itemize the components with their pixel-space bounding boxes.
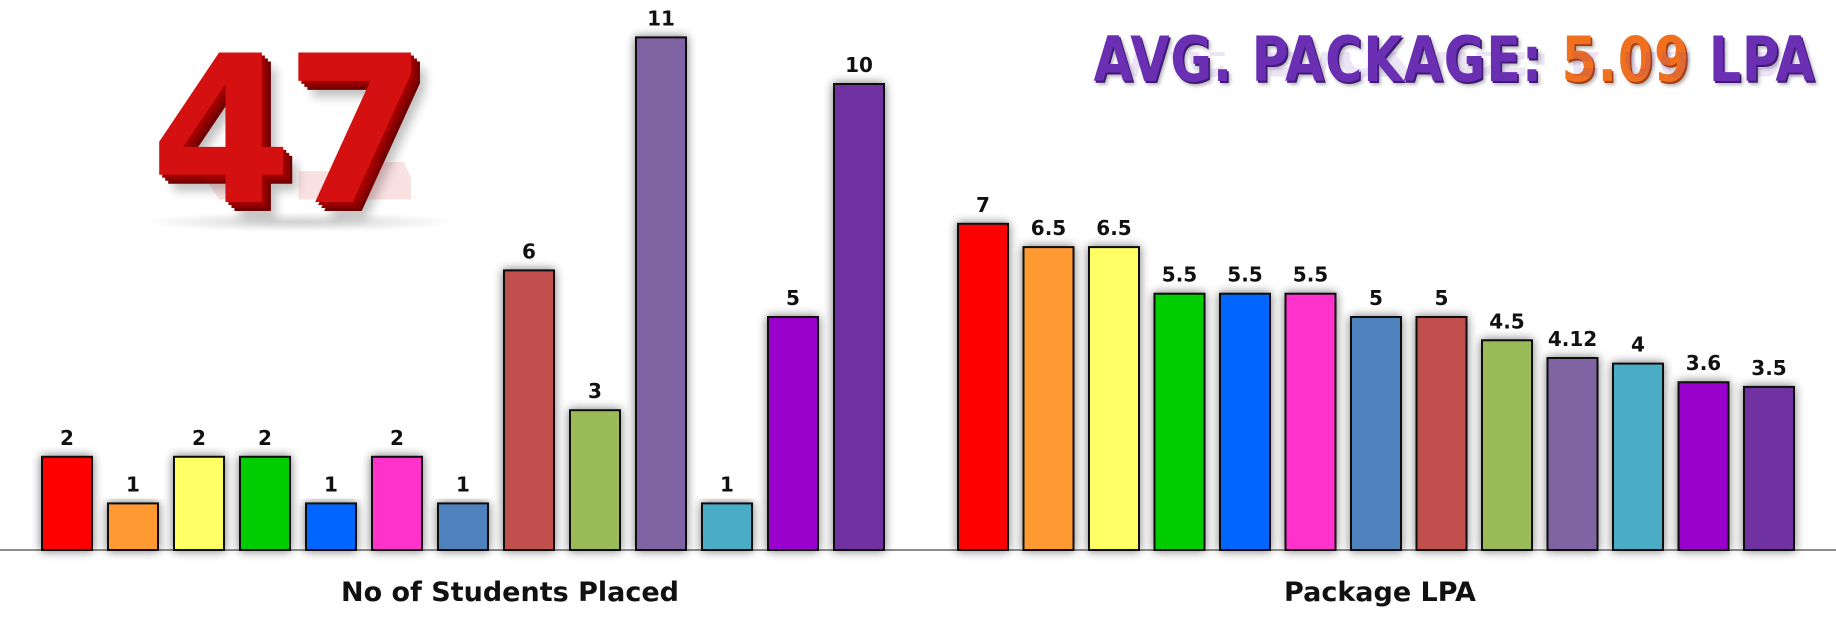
avg-reflection-unit: LPA [1711, 52, 1816, 89]
avg-package-unit: LPA [1709, 23, 1816, 96]
package-lpa-bar [1743, 385, 1795, 551]
avg-package-title: AVG. PACKAGE: 5.09 LPA [1094, 20, 1816, 100]
avg-reflection-value: 5.09 [1568, 52, 1694, 89]
package-lpa-bar [957, 222, 1009, 552]
package-lpa-bar [1284, 292, 1337, 551]
students-placed-bar [239, 455, 291, 551]
total-number-floor-shadow [140, 212, 460, 232]
package-lpa-bar [1612, 362, 1664, 551]
students-placed-bar [437, 502, 489, 551]
students-placed-bar [701, 502, 753, 551]
package-lpa-data-label: 6.5 [1031, 216, 1066, 240]
students-placed-data-label: 6 [522, 239, 536, 263]
package-lpa-bar [1219, 292, 1271, 551]
students-placed-data-label: 1 [126, 472, 140, 496]
package-lpa-data-label: 4.12 [1548, 327, 1597, 351]
package-lpa-data-label: 4.5 [1489, 309, 1524, 333]
package-lpa-bar [1546, 357, 1599, 551]
package-lpa-bar [1350, 316, 1402, 551]
package-lpa-data-label: 5 [1369, 286, 1383, 310]
students-placed-data-label: 1 [456, 472, 470, 496]
students-placed-bar [503, 269, 555, 551]
students-placed-data-label: 11 [647, 6, 675, 30]
students-placed-bar [569, 409, 621, 552]
students-placed-bar [41, 455, 93, 551]
package-lpa-data-label: 5.5 [1293, 263, 1328, 287]
package-lpa-data-label: 5 [1435, 286, 1449, 310]
avg-package-value: 5.09 [1561, 23, 1691, 96]
students-placed-data-label: 2 [60, 426, 74, 450]
package-lpa-bar [1088, 246, 1140, 551]
package-lpa-bar [1022, 246, 1075, 551]
package-lpa-axis-title: Package LPA [1284, 577, 1476, 608]
students-placed-bar [107, 502, 159, 551]
students-placed-data-label: 3 [588, 379, 602, 403]
avg-reflection-label: AVG. PACKAGE: [1112, 52, 1551, 89]
package-lpa-bar [1481, 339, 1533, 551]
students-placed-data-label: 5 [786, 286, 800, 310]
package-lpa-bar [1415, 316, 1468, 551]
package-lpa-data-label: 4 [1631, 333, 1645, 357]
avg-package-reflection: AVG. PACKAGE: 5.09 LPA [1112, 52, 1816, 92]
package-lpa-bar [1153, 292, 1206, 551]
avg-package-label: AVG. PACKAGE: [1093, 23, 1544, 96]
students-placed-bar [833, 83, 885, 551]
students-placed-data-label: 2 [192, 426, 206, 450]
students-placed-data-label: 10 [845, 53, 873, 77]
package-lpa-series: 7 6.5 6.5 5.5 5.5 5.5 5 5 4.5 4.12 4 3.6 3.5 [957, 193, 1795, 552]
students-placed-data-label: 1 [720, 472, 734, 496]
package-lpa-data-label: 5.5 [1227, 263, 1262, 287]
students-placed-bar [173, 455, 225, 551]
students-placed-bar [371, 455, 423, 551]
package-lpa-bar [1677, 381, 1730, 551]
package-lpa-data-label: 3.5 [1751, 356, 1786, 380]
package-lpa-data-label: 5.5 [1162, 263, 1197, 287]
total-number-reflection: 47 [150, 162, 440, 222]
package-lpa-data-label: 3.6 [1686, 351, 1721, 375]
students-placed-bar [635, 36, 687, 551]
students-placed-data-label: 1 [324, 472, 338, 496]
students-placed-data-label: 2 [258, 426, 272, 450]
students-placed-bar [767, 316, 819, 551]
total-placed-number: 47 [150, 13, 427, 251]
package-lpa-data-label: 7 [976, 193, 990, 217]
students-placed-bar [305, 502, 357, 551]
students-placed-axis-title: No of Students Placed [341, 577, 679, 608]
students-placed-data-label: 2 [390, 426, 404, 450]
package-lpa-data-label: 6.5 [1096, 216, 1131, 240]
